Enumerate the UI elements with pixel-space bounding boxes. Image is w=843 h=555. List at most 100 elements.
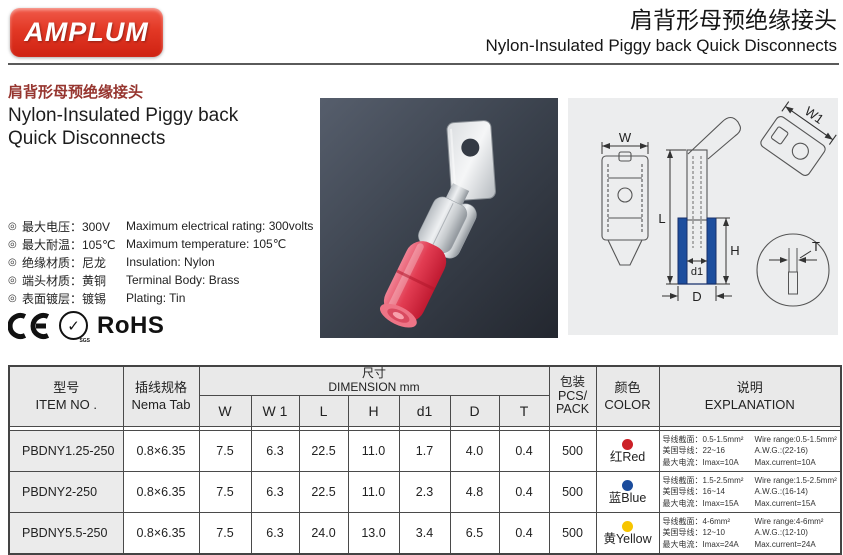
pack-cell: 500 <box>548 471 597 513</box>
dim-label-w1: W1 <box>802 103 827 126</box>
quality-mark-label: SGS <box>79 338 90 344</box>
spec-row-temperature: ◎ 最大耐温：105℃ Maximum temperature: 105℃ <box>8 235 316 253</box>
table-row: PBDNY1.25-250 0.8×6.35 7.5 6.3 22.5 11.0… <box>8 430 842 472</box>
bullet-icon: ◎ <box>8 256 17 268</box>
dim-w1-cell: 6.3 <box>250 471 300 513</box>
color-cell: 红Red <box>595 430 660 472</box>
spec-row-terminal-body: ◎ 端头材质：黄铜 Terminal Body: Brass <box>8 271 316 289</box>
dim-l-cell: 24.0 <box>298 512 349 555</box>
spec-row-plating: ◎ 表面镀层：镀锡 Plating: Tin <box>8 289 316 307</box>
product-title-en: Nylon-Insulated Piggy back Quick Disconn… <box>8 104 313 150</box>
dim-d-cell: 4.0 <box>449 430 500 472</box>
product-title-zh: 肩背形母预绝缘接头 <box>8 84 144 101</box>
ce-mark-icon <box>8 312 50 339</box>
product-title-en-line2: Quick Disconnects <box>8 128 166 150</box>
dim-w-cell: 7.5 <box>198 430 252 472</box>
explanation-cell: 导线截面：0.5-1.5mm² 美国导线：22~16 最大电流：Imax=10A… <box>658 430 842 472</box>
color-dot <box>622 479 634 491</box>
spec-label-en: Maximum electrical rating: 300volts <box>126 219 314 233</box>
item-no-cell: PBDNY5.5-250 <box>8 512 124 555</box>
nema-tab-cell: 0.8×6.35 <box>122 471 200 513</box>
col-header-item-no: 型号 ITEM NO . <box>8 365 124 427</box>
col-header-h: H <box>347 395 400 427</box>
col-header-w1: W 1 <box>250 395 300 427</box>
certification-row: ✓ SGS RoHS <box>8 311 165 344</box>
color-dot <box>622 438 634 450</box>
item-no-cell: PBDNY2-250 <box>8 471 124 513</box>
dim-l-cell: 22.5 <box>298 471 349 513</box>
spec-label-en: Insulation: Nylon <box>126 255 215 269</box>
col-header-l: L <box>298 395 349 427</box>
dim-w1-cell: 6.3 <box>250 430 300 472</box>
dim-d1-cell: 1.7 <box>398 430 451 472</box>
dim-h-cell: 11.0 <box>347 471 400 513</box>
dim-label-w: W <box>619 130 632 145</box>
item-no-cell: PBDNY1.25-250 <box>8 430 124 472</box>
quality-check-glyph: ✓ <box>67 317 80 335</box>
spec-label-zh: 最大耐温：105℃ <box>22 237 116 252</box>
color-cell: 黄Yellow <box>595 512 660 555</box>
color-label: 红Red <box>609 449 646 464</box>
dim-t-cell: 0.4 <box>498 471 550 513</box>
spec-label-zh: 端头材质：黄铜 <box>22 273 107 288</box>
table-row: PBDNY2-250 0.8×6.35 7.5 6.3 22.5 11.0 2.… <box>8 471 842 513</box>
nema-tab-cell: 0.8×6.35 <box>122 512 200 555</box>
product-title-en-line1: Nylon-Insulated Piggy back <box>8 105 239 126</box>
color-dot <box>622 520 634 532</box>
quality-mark-icon: ✓ SGS <box>59 311 90 344</box>
bullet-icon: ◎ <box>8 238 17 250</box>
spec-label-en: Maximum temperature: 105℃ <box>126 237 287 251</box>
col-header-dimension: 尺寸 DIMENSION mm <box>198 365 550 396</box>
col-header-w: W <box>198 395 252 427</box>
technical-drawing-image: W1 <box>601 101 837 307</box>
spec-table-grid: 型号 ITEM NO . 插线规格 Nema Tab 尺寸 DIMENSION … <box>8 365 843 555</box>
dim-l-cell: 22.5 <box>298 430 349 472</box>
dim-label-t: T <box>812 239 820 254</box>
col-header-color: 颜色 COLOR <box>595 365 660 427</box>
color-label: 黄Yellow <box>603 531 652 546</box>
page-title-en: Nylon-Insulated Piggy back Quick Disconn… <box>485 35 838 55</box>
dim-t-cell: 0.4 <box>498 430 550 472</box>
dim-d1-cell: 3.4 <box>398 512 451 555</box>
col-header-t: T <box>498 395 550 427</box>
spec-label-en: Terminal Body: Brass <box>126 273 240 287</box>
dim-w-cell: 7.5 <box>198 471 252 513</box>
dim-h-cell: 11.0 <box>347 430 400 472</box>
spec-row-voltage: ◎ 最大电压：300V Maximum electrical rating: 3… <box>8 217 316 235</box>
brand-logo: AMPLUM <box>10 8 163 57</box>
color-label: 蓝Blue <box>608 490 647 505</box>
nema-tab-cell: 0.8×6.35 <box>122 430 200 472</box>
bullet-icon: ◎ <box>8 292 17 304</box>
spec-table: 型号 ITEM NO . 插线规格 Nema Tab 尺寸 DIMENSION … <box>8 365 843 555</box>
col-header-pack: 包装 PCS/ PACK <box>548 365 597 427</box>
page-header-titles: 肩背形母预绝缘接头 Nylon-Insulated Piggy back Qui… <box>486 6 838 57</box>
dim-t-cell: 0.4 <box>498 512 550 555</box>
spec-label-zh: 绝缘材质：尼龙 <box>22 255 107 270</box>
product-photo-image <box>320 98 558 338</box>
dim-d-cell: 6.5 <box>449 512 500 555</box>
dim-w-cell: 7.5 <box>198 512 252 555</box>
pack-cell: 500 <box>548 512 597 555</box>
explanation-cell: 导线截面：1.5-2.5mm² 美国导线：16~14 最大电流：Imax=15A… <box>658 471 842 513</box>
page-title-zh: 肩背形母预绝缘接头 <box>630 7 837 33</box>
header-divider <box>8 63 839 65</box>
dim-label-d: D <box>692 289 701 304</box>
spec-label-en: Plating: Tin <box>126 291 186 305</box>
dim-label-d1: d1 <box>691 266 703 278</box>
color-cell: 蓝Blue <box>595 471 660 513</box>
spec-list: ◎ 最大电压：300V Maximum electrical rating: 3… <box>8 217 316 307</box>
rohs-label: RoHS <box>97 311 165 339</box>
col-header-d1: d1 <box>398 395 451 427</box>
dim-label-l: L <box>658 211 665 226</box>
bullet-icon: ◎ <box>8 220 17 232</box>
bullet-icon: ◎ <box>8 274 17 286</box>
explanation-cell: 导线截面：4-6mm² 美国导线：12~10 最大电流：Imax=24A Wir… <box>658 512 842 555</box>
product-photo <box>320 98 558 338</box>
col-header-d: D <box>449 395 500 427</box>
dim-label-h: H <box>730 243 739 258</box>
dim-h-cell: 13.0 <box>347 512 400 555</box>
dim-d1-cell: 2.3 <box>398 471 451 513</box>
technical-drawing: W1 <box>568 98 838 335</box>
table-row: PBDNY5.5-250 0.8×6.35 7.5 6.3 24.0 13.0 … <box>8 512 842 555</box>
spec-label-zh: 最大电压：300V <box>22 219 111 234</box>
